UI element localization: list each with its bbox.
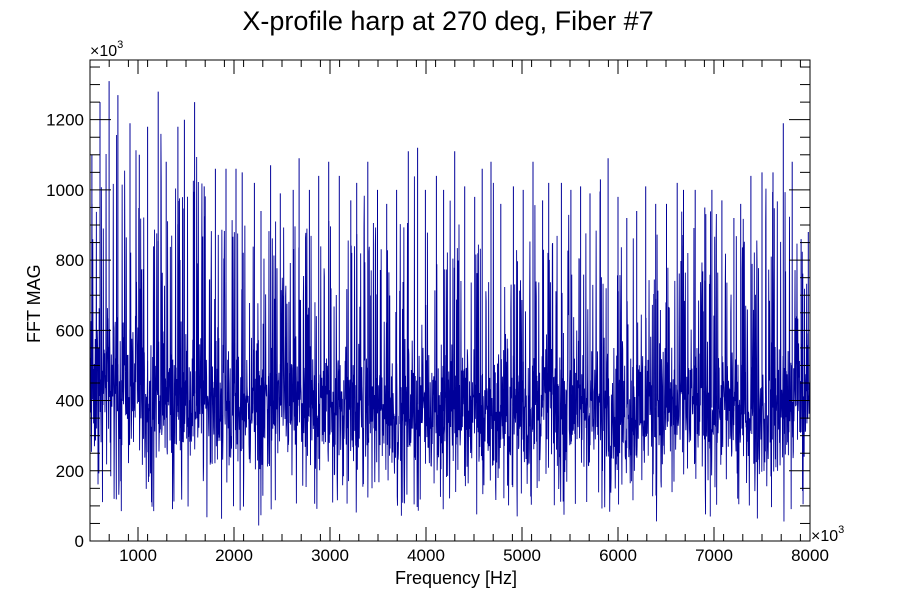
y-tick-label: 800 xyxy=(56,251,84,270)
x-tick-label: 6000 xyxy=(599,546,637,565)
x-tick-label: 7000 xyxy=(695,546,733,565)
y-multiplier-label: ×103 xyxy=(90,39,123,60)
y-tick-label: 1200 xyxy=(46,111,84,130)
y-tick-label: 400 xyxy=(56,392,84,411)
x-tick-label: 5000 xyxy=(503,546,541,565)
axis-ticks: 1000 2000 3000 4000 5000 6000 7000 8000 0 200 400 6… xyxy=(46,60,829,565)
y-tick-label: 0 xyxy=(75,532,84,551)
y-axis-title: FFT MAG xyxy=(24,264,44,343)
y-tick-label: 600 xyxy=(56,321,84,340)
y-tick-label: 200 xyxy=(56,462,84,481)
y-tick-label: 1000 xyxy=(46,181,84,200)
chart-title: X-profile harp at 270 deg, Fiber #7 xyxy=(242,6,653,36)
x-tick-label: 3000 xyxy=(311,546,349,565)
x-tick-label: 2000 xyxy=(215,546,253,565)
fft-series-line xyxy=(89,133,811,526)
plot-frame xyxy=(89,59,811,542)
x-tick-label: 4000 xyxy=(407,546,445,565)
x-axis-multiplier: ×103 xyxy=(811,524,844,545)
y-axis-multiplier: ×103 xyxy=(90,39,123,60)
x-tick-label: 8000 xyxy=(791,546,829,565)
x-axis-title: Frequency [Hz] xyxy=(395,568,517,588)
x-multiplier-label: ×103 xyxy=(811,524,844,545)
x-tick-label: 1000 xyxy=(119,546,157,565)
